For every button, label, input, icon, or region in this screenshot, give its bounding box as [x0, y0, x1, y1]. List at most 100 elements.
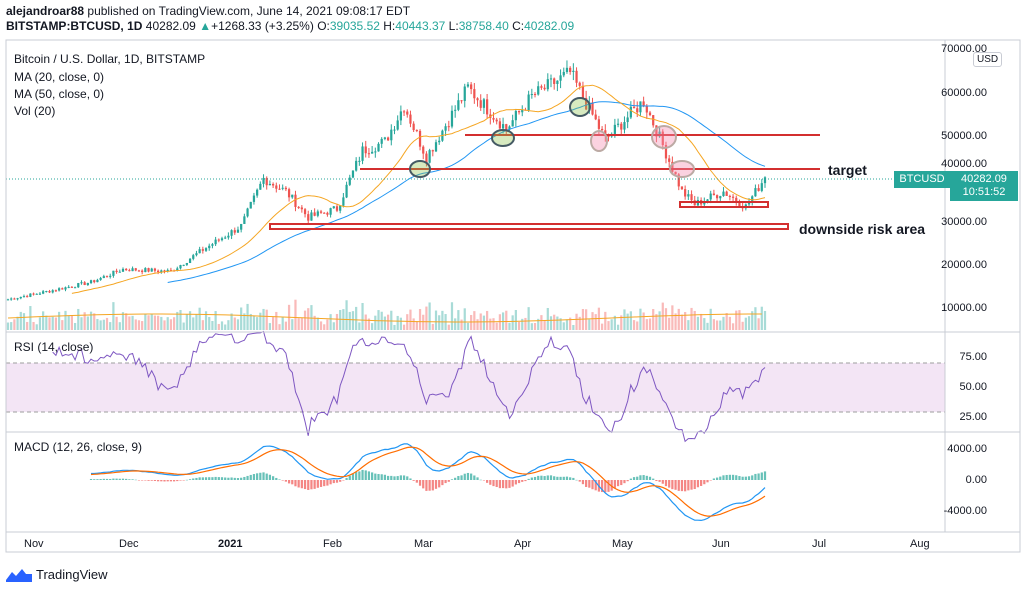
- candle: [291, 194, 294, 198]
- volume-bar: [738, 310, 741, 330]
- macd-title[interactable]: MACD (12, 26, close, 9): [14, 440, 143, 454]
- ma50-legend[interactable]: MA (50, close, 0): [14, 87, 105, 101]
- volume-bar: [760, 306, 763, 330]
- candle: [486, 99, 489, 115]
- candle: [19, 296, 22, 299]
- candle: [45, 291, 48, 293]
- volume-bar: [157, 315, 160, 330]
- volume-bar: [393, 324, 396, 330]
- volume-bar: [93, 313, 96, 330]
- macd-histogram-bar: [227, 477, 230, 480]
- candle: [517, 111, 521, 113]
- volume-bar: [329, 314, 332, 330]
- candle: [476, 98, 479, 101]
- candle: [243, 216, 246, 224]
- high-label: H:: [383, 19, 396, 33]
- price-tick: 50000.00: [941, 130, 987, 142]
- volume-bar: [125, 313, 128, 330]
- candle: [613, 124, 616, 134]
- macd-histogram-bar: [367, 471, 371, 480]
- macd-histogram-bar: [719, 476, 722, 480]
- macd-histogram-bar: [517, 480, 521, 484]
- macd-histogram-bar: [109, 478, 112, 480]
- time-tick: Aug: [910, 538, 930, 550]
- volume-bar: [524, 317, 527, 330]
- volume-bar: [553, 314, 556, 330]
- macd-histogram-bar: [495, 480, 498, 487]
- volume-legend[interactable]: Vol (20): [14, 104, 56, 118]
- candle: [431, 150, 434, 152]
- volume-bar: [645, 319, 648, 330]
- volume-bar: [57, 311, 61, 330]
- volume-bar: [722, 316, 725, 330]
- macd-histogram-bar: [642, 475, 645, 480]
- candle: [438, 140, 441, 143]
- volume-bar: [470, 314, 473, 330]
- volume-bar: [160, 316, 163, 330]
- macd-histogram-bar: [169, 480, 173, 482]
- symbol-label[interactable]: BITSTAMP:BTCUSD, 1D: [6, 19, 143, 33]
- rsi-band: [6, 363, 945, 412]
- rsi-title[interactable]: RSI (14, close): [14, 340, 94, 354]
- candle: [735, 197, 738, 202]
- candle: [511, 120, 514, 127]
- volume-bar: [447, 324, 450, 330]
- author-name[interactable]: alejandroar88: [6, 4, 85, 18]
- macd-histogram-bar: [364, 470, 367, 480]
- candle: [747, 202, 751, 205]
- candle: [64, 287, 67, 290]
- candle: [48, 291, 51, 293]
- time-tick: Mar: [414, 538, 433, 550]
- volume-bar: [182, 322, 185, 330]
- candle: [533, 94, 537, 96]
- candle: [271, 183, 275, 186]
- candle: [447, 126, 450, 128]
- candle: [661, 131, 664, 146]
- candle: [32, 293, 35, 295]
- volume-bar: [364, 314, 367, 330]
- macd-histogram-bar: [684, 480, 687, 492]
- macd-histogram-bar: [185, 479, 188, 481]
- macd-histogram-bar: [463, 473, 466, 480]
- macd-histogram-bar: [134, 479, 137, 481]
- target-annotation: target: [828, 162, 867, 178]
- volume-bar: [719, 320, 722, 330]
- candle: [383, 137, 387, 139]
- macd-histogram-bar: [374, 473, 377, 480]
- candle: [684, 189, 687, 197]
- ma20-legend[interactable]: MA (20, close, 0): [14, 70, 105, 84]
- volume-bar: [169, 319, 173, 330]
- volume-bar: [457, 310, 460, 330]
- volume-bar: [565, 319, 569, 330]
- volume-bar: [744, 317, 747, 330]
- volume-bar: [345, 300, 348, 330]
- candle: [307, 214, 310, 221]
- macd-histogram-bar: [447, 480, 450, 482]
- macd-histogram-bar: [674, 480, 677, 490]
- candle: [607, 136, 610, 138]
- candle: [259, 183, 262, 190]
- volume-bar: [259, 312, 262, 330]
- candle: [565, 67, 569, 72]
- volume-bar: [48, 317, 51, 330]
- footer-brand[interactable]: TradingView: [6, 567, 108, 582]
- candle: [166, 269, 169, 272]
- volume-bar: [16, 316, 19, 330]
- candle: [521, 109, 524, 113]
- volume-bar: [482, 315, 486, 330]
- macd-histogram-bar: [211, 477, 214, 480]
- macd-histogram-bar: [479, 479, 482, 481]
- candle: [626, 117, 629, 123]
- macd-histogram-bar: [137, 480, 141, 481]
- candle: [188, 258, 192, 263]
- volume-bar: [642, 312, 645, 330]
- currency-label[interactable]: USD: [973, 52, 1003, 67]
- price-tick: 30000.00: [941, 216, 987, 228]
- macd-histogram-bar: [300, 480, 303, 489]
- downside-annotation: downside risk area: [799, 221, 926, 237]
- candle: [240, 223, 243, 230]
- volume-bar: [208, 316, 211, 330]
- volume-bar: [533, 322, 537, 330]
- volume-bar: [486, 310, 489, 330]
